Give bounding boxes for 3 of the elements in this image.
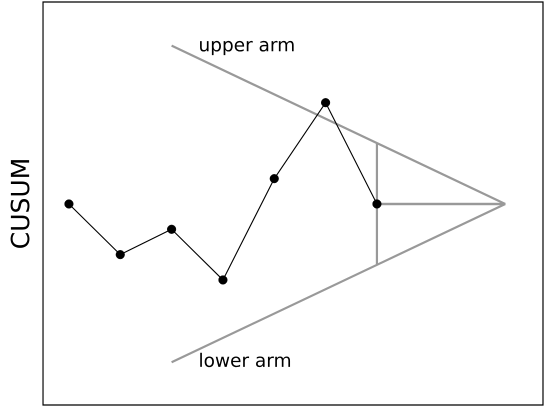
y-axis-title: CUSUM bbox=[10, 160, 30, 248]
series-label: lower arm bbox=[200, 352, 290, 368]
series-label: upper arm bbox=[200, 40, 294, 56]
